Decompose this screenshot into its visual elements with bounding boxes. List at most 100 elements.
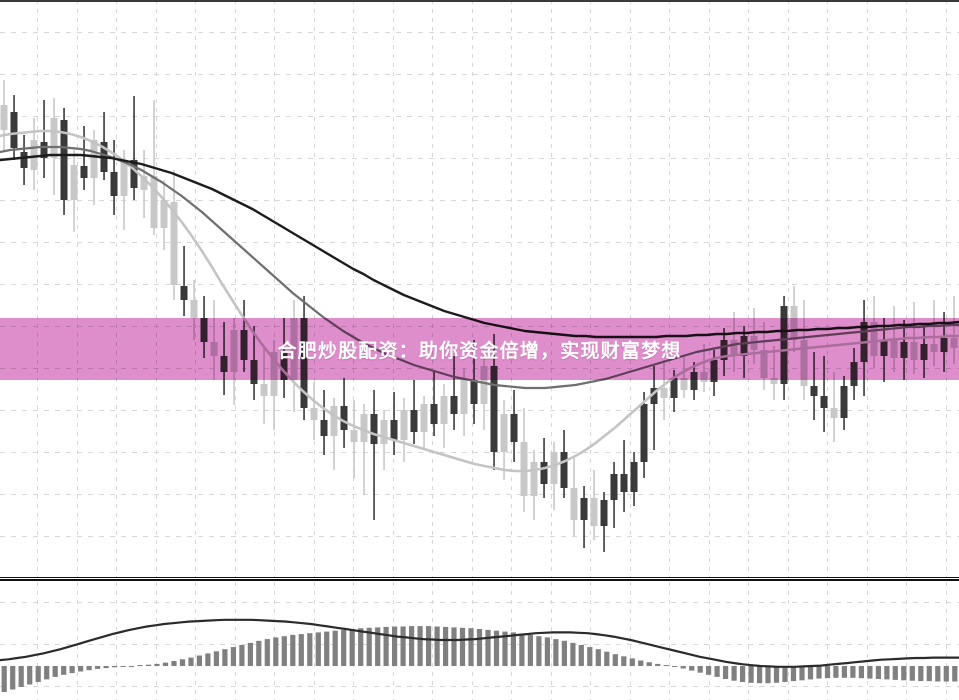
price-chart-panel[interactable] (0, 0, 959, 578)
candle (80, 126, 88, 190)
candle (400, 398, 408, 462)
macd-bar (672, 666, 678, 667)
macd-bar (128, 666, 135, 667)
macd-bar (510, 632, 516, 666)
candle (360, 404, 368, 495)
macd-bar (723, 666, 729, 679)
macd-bar (434, 626, 440, 666)
candle (450, 356, 458, 430)
macd-bar (578, 645, 584, 666)
macd-bar (867, 666, 873, 679)
macd-bar (493, 630, 500, 666)
macd-bar (137, 665, 143, 666)
macd-bar (112, 666, 118, 668)
macd-bar (349, 629, 355, 666)
candle (440, 384, 448, 448)
macd-bar (731, 666, 737, 681)
macd-bar (103, 666, 109, 669)
macd-bar (527, 634, 533, 666)
candle (640, 392, 648, 478)
macd-bar (706, 666, 712, 675)
macd-bar (757, 666, 763, 684)
macd-bar (935, 666, 941, 682)
candle (110, 140, 118, 215)
candle (20, 135, 28, 185)
candle (660, 360, 668, 420)
macd-indicator-panel[interactable] (0, 582, 959, 700)
candle (810, 352, 818, 420)
candle (320, 390, 328, 455)
macd-bar (290, 634, 296, 666)
candle (180, 246, 188, 316)
candle (520, 408, 528, 512)
macd-bar (782, 666, 788, 682)
candle (30, 118, 38, 190)
macd-bar (18, 666, 24, 687)
candle (160, 180, 168, 250)
macd-bar (459, 627, 466, 666)
macd-bar (748, 666, 754, 683)
candle (330, 398, 338, 470)
candle (560, 430, 568, 498)
candle (510, 390, 518, 462)
candle (260, 348, 268, 424)
macd-bar (680, 666, 686, 669)
candle (190, 280, 198, 340)
macd-bar (663, 665, 669, 666)
macd-bar (740, 666, 746, 682)
candlestick-plot (0, 80, 959, 552)
macd-bar (256, 640, 262, 666)
candle (840, 376, 848, 430)
macd-bar (324, 631, 330, 666)
macd-bar (612, 654, 618, 666)
macd-bar (629, 658, 635, 666)
macd-bar (544, 637, 550, 666)
macd-bar (833, 666, 839, 678)
candle (120, 150, 128, 230)
candle (140, 150, 148, 218)
macd-bar (230, 647, 236, 666)
macd-plot (0, 618, 959, 692)
macd-bar (10, 666, 16, 690)
candle (310, 382, 318, 440)
macd-bar (892, 666, 898, 680)
macd-bar (858, 666, 864, 679)
macd-bar (790, 666, 797, 682)
macd-bar (332, 630, 338, 666)
macd-bar (638, 660, 644, 666)
macd-bar (35, 666, 41, 682)
candle (460, 368, 468, 436)
macd-bar (587, 647, 593, 666)
macd-bar (179, 659, 186, 666)
candle (500, 400, 508, 480)
macd-bar (188, 657, 194, 666)
macd-bar (298, 634, 304, 666)
macd-bar (918, 666, 924, 682)
macd-bar (689, 666, 695, 671)
macd-bar (646, 662, 652, 666)
candle (570, 456, 578, 536)
candle (670, 370, 678, 412)
macd-bar (426, 626, 432, 666)
macd-bar (145, 664, 152, 666)
candle (340, 378, 348, 448)
candle (380, 410, 388, 470)
macd-bar (1, 666, 7, 692)
candle (90, 130, 98, 205)
macd-bar (120, 666, 126, 667)
macd-bar (943, 666, 949, 682)
candle (620, 440, 628, 512)
macd-bar (281, 636, 287, 666)
candle (60, 108, 68, 215)
macd-bar (536, 636, 542, 666)
candle (530, 450, 538, 520)
macd-bar (171, 661, 177, 666)
macd-bar (307, 633, 313, 666)
macd-bar (476, 629, 483, 666)
panel-separator (0, 577, 959, 581)
macd-bar (621, 656, 627, 666)
candle (370, 390, 378, 520)
macd-bar (239, 645, 245, 666)
macd-bar (485, 629, 491, 666)
